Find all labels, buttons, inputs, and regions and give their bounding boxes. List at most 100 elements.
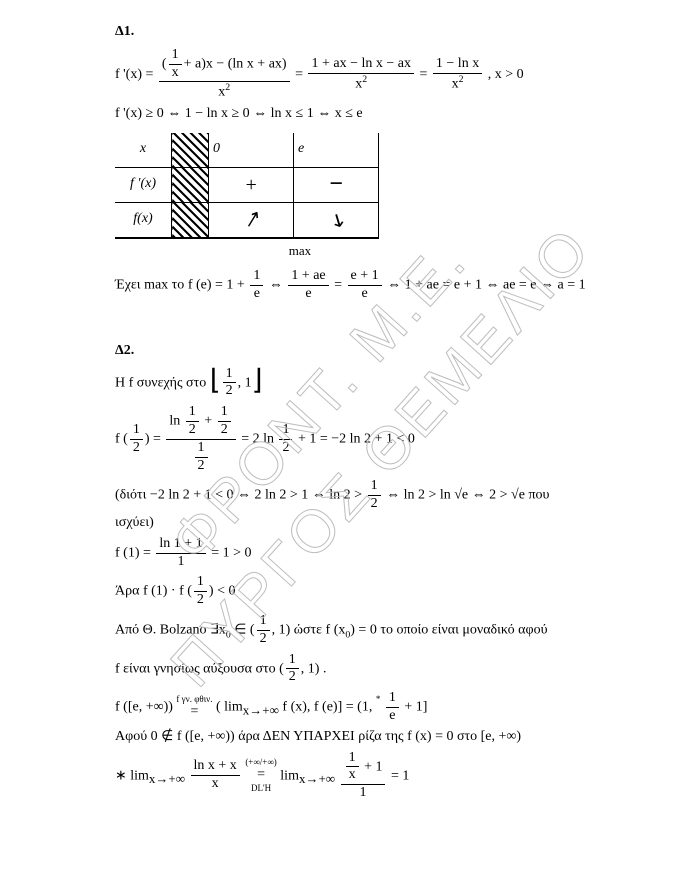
n: ln 1 + 1 — [156, 536, 205, 554]
d1-eq2: f '(x) ≥ 0 ⇔ 1 − ln x ≥ 0 ⇔ ln x ≤ 1 ⇔ x… — [115, 106, 639, 123]
n: 1 — [186, 404, 199, 422]
bigfrac: ln 12 + 12 12 — [166, 404, 235, 474]
hatched — [172, 133, 209, 168]
r1-lbl: f ′(x) — [115, 167, 172, 202]
e: 2 — [459, 74, 464, 85]
n: 1 + ax − ln x − ax — [308, 56, 414, 74]
d1-frac3: 1 − ln x x2 — [433, 56, 482, 93]
th-x: x — [115, 133, 172, 168]
d2-gn: f είναι γνησίως αύξουσα στο (12, 1) . — [115, 652, 639, 687]
d: e — [348, 286, 382, 303]
r2-lbl: f(x) — [115, 202, 172, 238]
ls: x→+∞ — [149, 771, 185, 786]
p: Αφού — [115, 729, 151, 744]
d: 1 — [156, 554, 205, 571]
d: 2 — [223, 383, 236, 400]
n: 1 — [286, 652, 299, 670]
dlh: (+∞/+∞) = DL'H — [245, 758, 276, 793]
e: ∃x — [210, 623, 226, 638]
d: e — [288, 286, 328, 303]
c: , 1) — [272, 623, 291, 638]
d1-title: Δ1. — [115, 24, 639, 41]
t: ) < 0 — [209, 584, 236, 599]
c: , 1 — [238, 375, 252, 390]
hatched — [172, 202, 209, 238]
d2-star-lim: ∗ limx→+∞ ln x + xx (+∞/+∞) = DL'H limx→… — [115, 750, 639, 802]
n: 1 — [223, 366, 236, 384]
lastfrac: 1x + 1 1 — [341, 750, 386, 802]
t: + 1 = −2 ln 2 + 1 < 0 — [298, 432, 415, 447]
s: ∗ — [115, 768, 130, 783]
d: 2 — [218, 422, 231, 439]
n: 1 — [218, 404, 231, 422]
n: 1 — [279, 422, 292, 440]
e: = — [245, 767, 276, 784]
d: x — [346, 767, 359, 784]
fe: f (e) = 1 + — [188, 278, 245, 293]
l2: ) = — [145, 432, 161, 447]
m: = 2 ln — [241, 432, 274, 447]
eq: = — [420, 67, 431, 82]
lp: lim — [130, 768, 149, 783]
over-eq: f γν. φθιν. = — [176, 695, 212, 721]
th-e: e — [294, 133, 379, 168]
d: 2 — [286, 669, 299, 686]
l: f ([e, +∞)) — [115, 700, 173, 715]
t: ⇔ ln 2 > ln √e ⇔ 2 > √e — [383, 488, 525, 503]
page: Δ1. f '(x) = (1x+ a)x − (ln x + ax) x2 =… — [0, 0, 699, 826]
l2s: x→+∞ — [299, 771, 335, 786]
t: = 1 > 0 — [211, 545, 251, 560]
d: x — [452, 76, 459, 91]
inc: ↗ — [209, 202, 294, 238]
n: 1 — [169, 47, 182, 65]
tail: + a)x − (ln x + ax) — [184, 56, 287, 71]
n: 1 − ln x — [433, 56, 482, 74]
b: 0 ∉ f ([e, +∞)) — [151, 729, 235, 744]
d2-l1: Η f συνεχής στο ⌊12, 1⌋ — [115, 366, 639, 401]
l2p: lim — [280, 768, 299, 783]
d2-fe: f ([e, +∞)) f γν. φθιν. = ( limx→+∞ f (x… — [115, 690, 639, 725]
g: f είναι γνησίως αύξουσα στο ( — [115, 661, 284, 676]
t: (+∞/+∞) — [245, 758, 276, 767]
l: f ( — [115, 432, 128, 447]
c: , 1) . — [301, 661, 327, 676]
eq: = — [334, 278, 345, 293]
d: 2 — [368, 496, 381, 513]
lb: f (x), f (e)] = (1, — [282, 700, 375, 715]
n: 1 — [250, 268, 263, 286]
m: άρα ΔΕΝ ΥΠΑΡΧΕΙ ρίζα της — [238, 729, 407, 744]
d2-f1: f (1) = ln 1 + 11 = 1 > 0 — [115, 536, 639, 571]
max-label: max — [280, 243, 320, 259]
d2-afou: Αφού 0 ∉ f ([e, +∞)) άρα ΔΕΝ ΥΠΑΡΧΕΙ ρίζ… — [115, 729, 639, 746]
a: Άρα — [115, 584, 143, 599]
d: 2 — [257, 631, 270, 648]
f: f (x) = 0 — [407, 729, 453, 744]
t: + 1 — [361, 759, 383, 774]
d1-frac1: (1x+ a)x − (ln x + ax) x2 — [159, 47, 290, 102]
d2-dioti: (διότι −2 ln 2 + 1 < 0 ⇔ 2 ln 2 > 1 ⇔ ln… — [115, 478, 639, 513]
d: e — [386, 708, 399, 725]
t: ) = 0 — [350, 623, 377, 638]
d2-isxuei: ισχύει) — [115, 515, 639, 532]
l: f (1) = — [115, 545, 151, 560]
eq: = — [295, 67, 306, 82]
n: 1 — [195, 440, 208, 458]
in: ∈ ( — [234, 623, 254, 638]
n: e + 1 — [348, 268, 382, 286]
n: 1 — [257, 613, 270, 631]
minus: − — [294, 167, 379, 202]
po: το οποίο είναι μοναδικό αφού — [380, 623, 547, 638]
d: 2 — [279, 440, 292, 457]
hatched — [172, 167, 209, 202]
d1-frac2: 1 + ax − ln x − ax x2 — [308, 56, 414, 93]
d1-eq1: f '(x) = (1x+ a)x − (ln x + ax) x2 = 1 +… — [115, 47, 639, 102]
e: 2 — [362, 74, 367, 85]
f: f (x — [326, 623, 346, 638]
n: 1 — [386, 690, 399, 708]
c: + 1] — [401, 700, 428, 715]
ls: x→+∞ — [243, 702, 279, 717]
n: 1 — [194, 574, 207, 592]
d2-ara: Άρα f (1) · f (12) < 0 — [115, 574, 639, 609]
d2-title: Δ2. — [115, 343, 639, 360]
d1-max: Έχει max το f (e) = 1 + 1e ⇔ 1 + aee = e… — [115, 268, 639, 303]
